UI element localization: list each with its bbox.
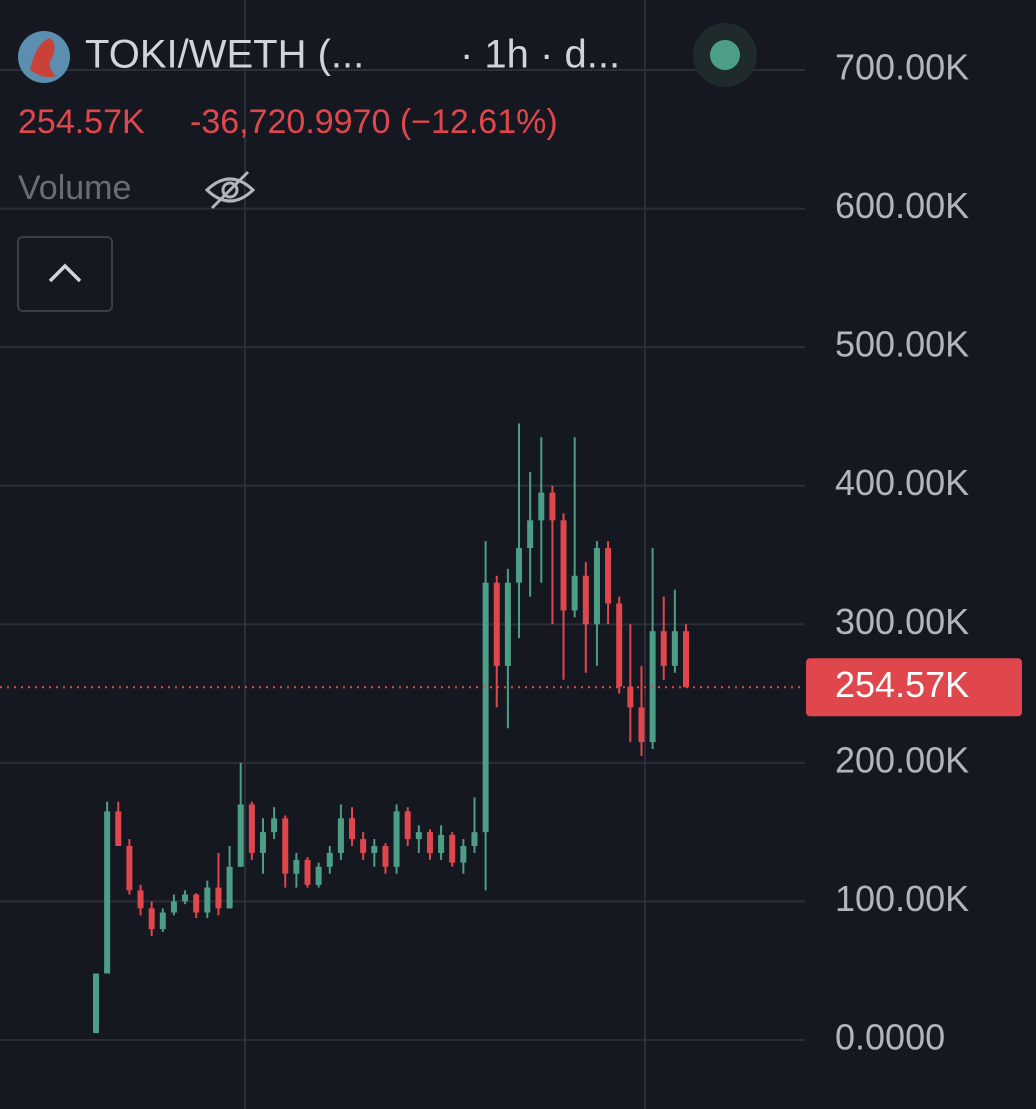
symbol: TOKI/WETH (... bbox=[85, 33, 364, 77]
candle-body bbox=[571, 575, 578, 611]
candle-body bbox=[104, 811, 111, 974]
y-tick-label: 100.00K bbox=[835, 878, 969, 919]
candle-body bbox=[683, 631, 689, 688]
candle-body bbox=[282, 818, 289, 874]
candle-body bbox=[237, 804, 244, 867]
candle-body bbox=[271, 818, 278, 833]
candle-body bbox=[337, 818, 344, 853]
y-tick-label: 200.00K bbox=[835, 739, 969, 780]
candle-body bbox=[426, 832, 433, 853]
candle-body bbox=[605, 548, 612, 604]
candle-body bbox=[471, 832, 478, 846]
candle-body bbox=[93, 973, 99, 1034]
candle-body bbox=[349, 818, 356, 840]
candle-body bbox=[382, 846, 389, 867]
y-tick-label: 500.00K bbox=[835, 324, 969, 365]
y-axis: 0.0000 100.00K 200.00K 300.00K 400.00K 500.00… bbox=[835, 47, 969, 1058]
candle-body bbox=[248, 804, 255, 853]
candles bbox=[93, 423, 689, 1034]
candle-body bbox=[660, 631, 667, 666]
vertical-grid bbox=[244, 0, 646, 1109]
candle-body bbox=[226, 866, 233, 909]
candle-body bbox=[493, 582, 500, 666]
candle-body bbox=[593, 548, 600, 625]
candle-body bbox=[137, 890, 144, 909]
last-price-box bbox=[806, 658, 1022, 717]
indicator-name: Volume bbox=[18, 169, 131, 207]
candle-body bbox=[259, 832, 266, 853]
interval: · 1h · d... bbox=[460, 33, 620, 77]
price: 254.57K bbox=[18, 103, 145, 141]
collapse-button[interactable] bbox=[17, 236, 113, 312]
candle-body bbox=[449, 834, 456, 863]
candle-body bbox=[616, 603, 623, 687]
y-tick-label: 600.00K bbox=[835, 185, 969, 226]
candle-body bbox=[315, 866, 322, 885]
candle-body bbox=[516, 548, 523, 583]
candle-body bbox=[671, 631, 678, 666]
y-tick-label: 700.00K bbox=[835, 47, 969, 88]
candle-body bbox=[504, 582, 511, 666]
candle-body bbox=[549, 492, 556, 521]
candle-body bbox=[293, 859, 300, 874]
y-tick-label: 0.0000 bbox=[835, 1017, 945, 1058]
candle-body bbox=[170, 901, 177, 913]
candle-body bbox=[482, 582, 489, 833]
candle-body bbox=[582, 575, 589, 625]
candle-body bbox=[560, 520, 567, 611]
candle-body bbox=[638, 707, 645, 743]
candle-body bbox=[415, 832, 422, 840]
candle-body bbox=[148, 908, 155, 930]
token-icon-art bbox=[30, 38, 56, 78]
candle-body bbox=[371, 846, 378, 853]
change: -36,720.9970 (−12.61%) bbox=[190, 103, 558, 141]
chevron bbox=[48, 263, 82, 283]
candle-body bbox=[182, 894, 189, 902]
grid bbox=[0, 69, 805, 1041]
candle-body bbox=[204, 887, 211, 913]
y-tick-label: 300.00K bbox=[835, 601, 969, 642]
hide-icon[interactable] bbox=[204, 170, 256, 210]
candle-body bbox=[538, 492, 545, 521]
candle-body bbox=[115, 811, 122, 846]
candle-body bbox=[215, 887, 222, 909]
candle-body bbox=[360, 839, 367, 853]
candle-body bbox=[304, 859, 311, 885]
last-price-label: 254.57K bbox=[835, 664, 969, 705]
candle-body bbox=[159, 912, 166, 930]
candle-body bbox=[326, 852, 333, 867]
candle-body bbox=[126, 846, 133, 891]
candle-body bbox=[627, 686, 634, 708]
candle-body bbox=[438, 834, 445, 853]
candle-body bbox=[393, 811, 400, 867]
candle-body bbox=[193, 894, 200, 913]
candle-body bbox=[460, 846, 467, 863]
candle-body bbox=[404, 811, 411, 840]
y-tick-label: 400.00K bbox=[835, 462, 969, 503]
status-dot bbox=[710, 40, 740, 70]
candle-body bbox=[527, 520, 534, 549]
